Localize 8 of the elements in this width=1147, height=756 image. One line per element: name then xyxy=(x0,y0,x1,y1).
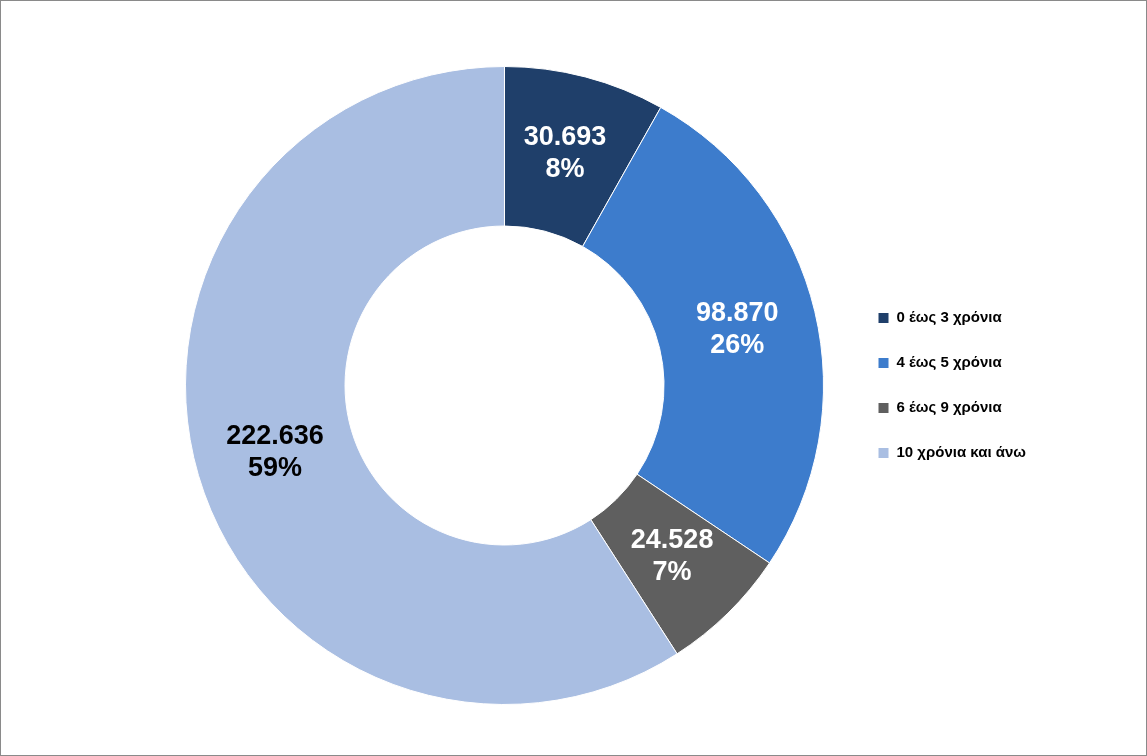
data-label: 24.528 7% xyxy=(630,523,714,586)
legend-label: 6 έως 9 χρόνια xyxy=(896,398,1003,416)
data-label: 30.693 8% xyxy=(523,121,607,184)
legend-label: 0 έως 3 χρόνια xyxy=(896,308,1003,326)
data-label: 222.636 59% xyxy=(226,420,324,483)
data-label: 98.870 26% xyxy=(695,297,779,360)
legend-label: 10 χρόνια και άνω xyxy=(896,443,1027,461)
legend-label: 4 έως 5 χρόνια xyxy=(896,353,1003,371)
